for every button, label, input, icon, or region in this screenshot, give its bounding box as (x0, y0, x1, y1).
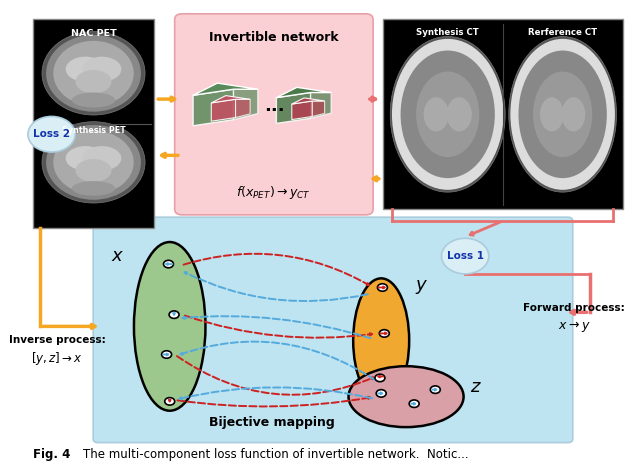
Text: The multi-component loss function of invertible network.  Notic...: The multi-component loss function of inv… (83, 448, 468, 461)
Polygon shape (292, 98, 324, 104)
Circle shape (162, 351, 172, 358)
Text: $y$: $y$ (415, 278, 429, 297)
Ellipse shape (76, 70, 111, 94)
Ellipse shape (82, 57, 122, 82)
Text: Fig. 4: Fig. 4 (33, 448, 70, 461)
Ellipse shape (416, 71, 479, 157)
Polygon shape (276, 87, 331, 98)
Ellipse shape (46, 125, 141, 200)
Ellipse shape (392, 39, 504, 190)
Ellipse shape (533, 71, 592, 157)
Circle shape (380, 329, 389, 337)
Ellipse shape (66, 146, 105, 171)
Ellipse shape (349, 366, 463, 427)
Circle shape (28, 117, 75, 152)
Text: Invertible network: Invertible network (209, 31, 339, 44)
Text: ...: ... (264, 97, 285, 115)
Ellipse shape (66, 57, 105, 82)
Polygon shape (211, 95, 250, 103)
Ellipse shape (447, 97, 472, 132)
Ellipse shape (72, 181, 115, 196)
Ellipse shape (82, 146, 122, 171)
Text: Forward process:: Forward process: (523, 303, 625, 313)
Circle shape (375, 374, 385, 382)
Text: Loss 2: Loss 2 (33, 129, 70, 139)
Ellipse shape (561, 97, 585, 132)
Text: NAC PET: NAC PET (70, 29, 116, 38)
Text: $x \rightarrow y$: $x \rightarrow y$ (557, 319, 590, 334)
Text: Loss 1: Loss 1 (447, 251, 484, 261)
Ellipse shape (540, 97, 564, 132)
Text: $[y, z] \rightarrow x$: $[y, z] \rightarrow x$ (31, 350, 83, 367)
Circle shape (378, 284, 387, 291)
Text: Rerference CT: Rerference CT (528, 28, 597, 37)
Polygon shape (292, 101, 312, 119)
Ellipse shape (53, 41, 134, 106)
Circle shape (442, 238, 489, 274)
FancyBboxPatch shape (175, 14, 373, 215)
Polygon shape (276, 93, 310, 124)
Polygon shape (193, 89, 234, 126)
Ellipse shape (353, 278, 409, 402)
Circle shape (376, 390, 386, 397)
Text: $z$: $z$ (470, 378, 482, 396)
Text: Bijective mapping: Bijective mapping (209, 415, 335, 429)
Ellipse shape (390, 37, 505, 192)
Polygon shape (236, 99, 250, 118)
Ellipse shape (401, 51, 495, 178)
Text: Inverse process:: Inverse process: (9, 336, 106, 345)
Ellipse shape (134, 242, 205, 411)
Polygon shape (193, 83, 258, 95)
Circle shape (169, 311, 179, 318)
Circle shape (164, 398, 175, 405)
Ellipse shape (42, 31, 145, 115)
Text: Synthesis CT: Synthesis CT (417, 28, 479, 37)
FancyBboxPatch shape (33, 19, 154, 228)
Ellipse shape (509, 37, 616, 192)
FancyBboxPatch shape (383, 19, 623, 209)
Ellipse shape (53, 131, 134, 194)
Polygon shape (234, 89, 258, 120)
Polygon shape (211, 99, 236, 121)
Polygon shape (310, 93, 331, 118)
Ellipse shape (42, 122, 145, 203)
Circle shape (163, 260, 173, 268)
Ellipse shape (46, 35, 141, 112)
Ellipse shape (518, 51, 607, 178)
Ellipse shape (510, 39, 615, 190)
Text: Synthesis PET: Synthesis PET (61, 126, 125, 135)
Ellipse shape (72, 93, 115, 108)
Ellipse shape (424, 97, 449, 132)
FancyBboxPatch shape (93, 217, 573, 443)
Text: $x$: $x$ (111, 247, 125, 265)
Polygon shape (312, 101, 324, 117)
Ellipse shape (76, 159, 111, 182)
Text: $f(x_{PET}) \rightarrow y_{CT}$: $f(x_{PET}) \rightarrow y_{CT}$ (236, 184, 311, 201)
Circle shape (409, 400, 419, 407)
Circle shape (430, 386, 440, 393)
